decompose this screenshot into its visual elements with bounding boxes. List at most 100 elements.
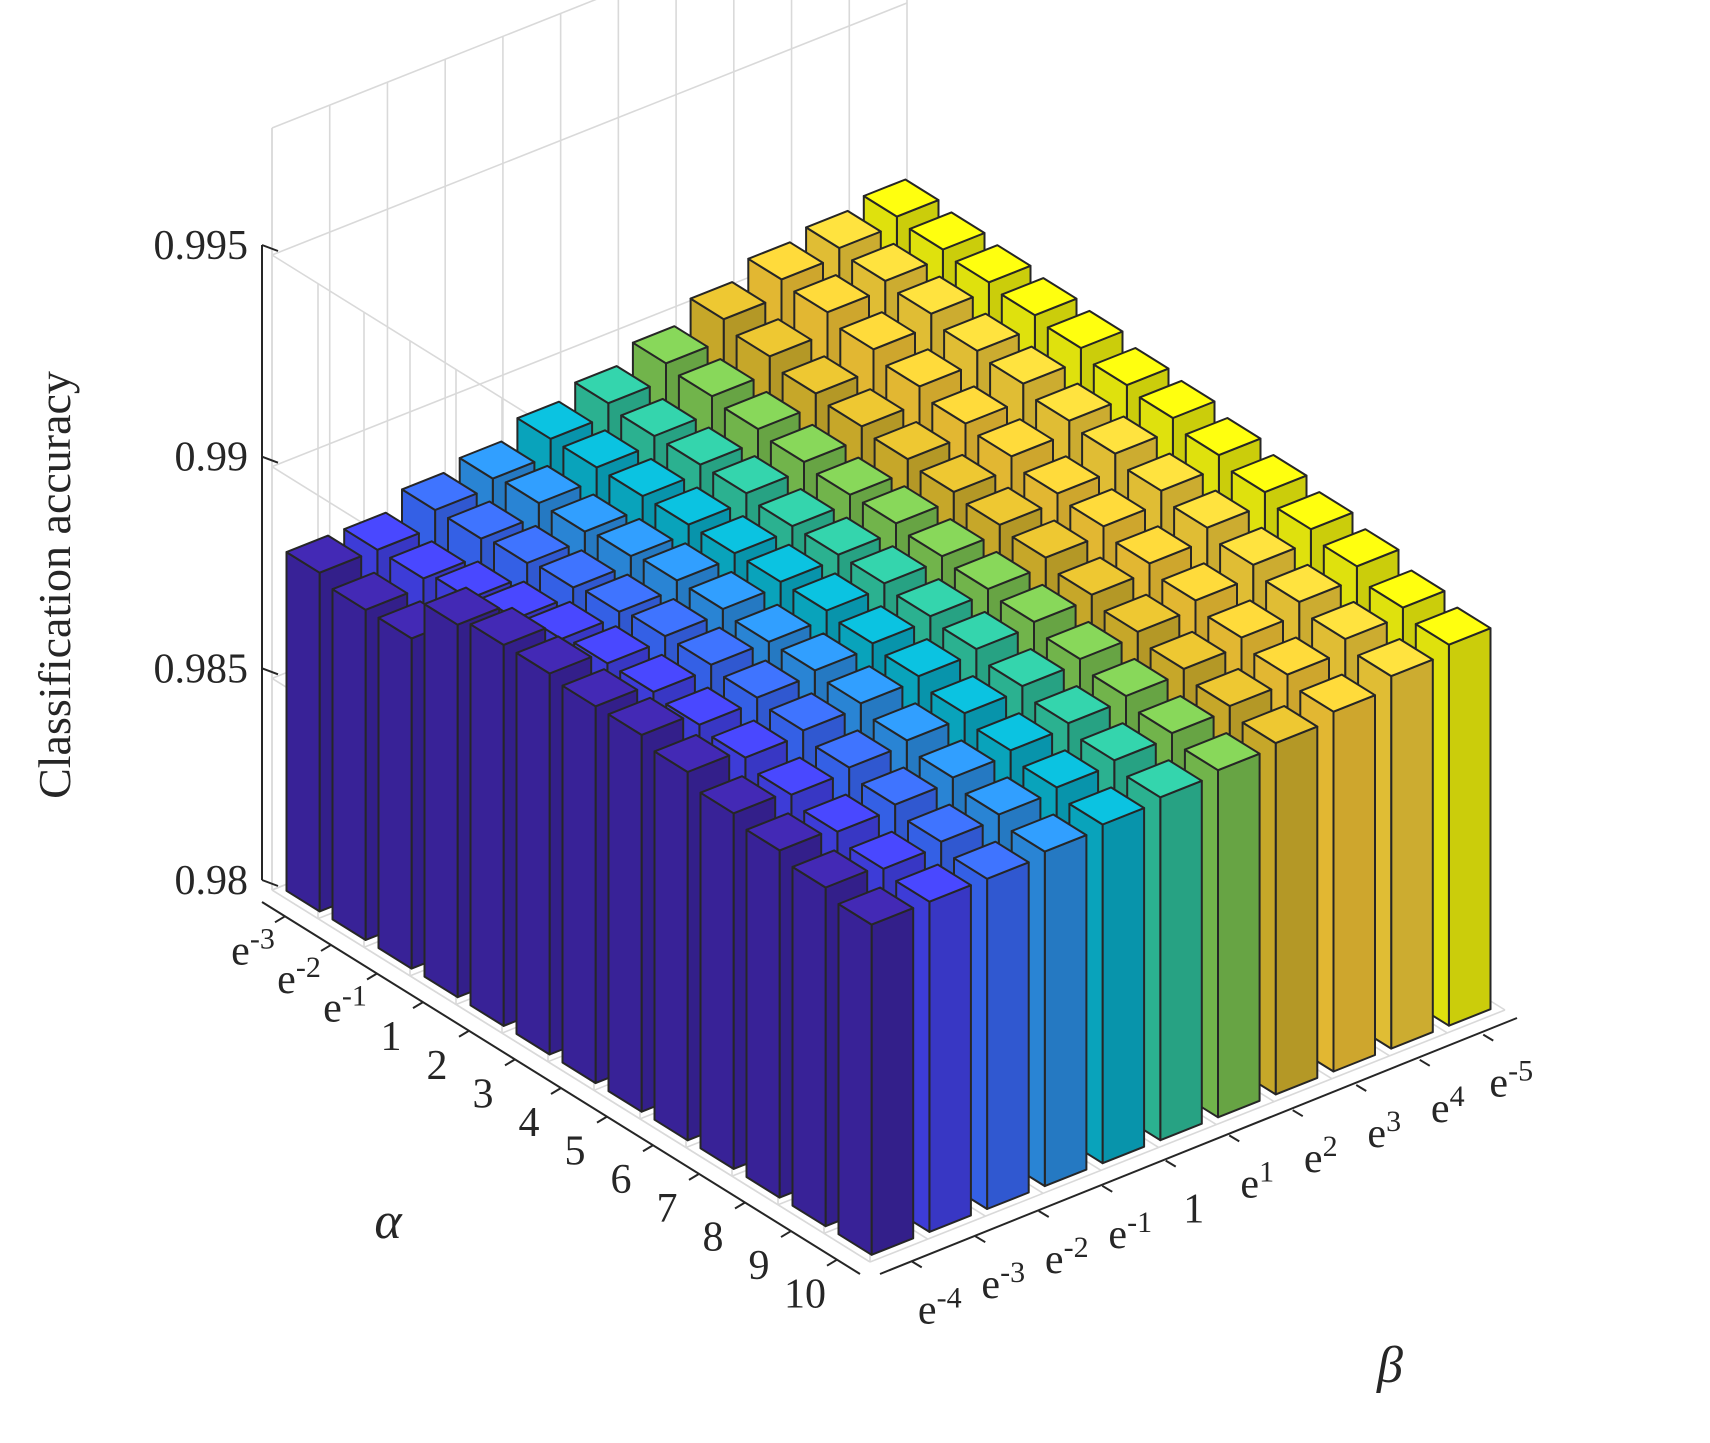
bar [561, 668, 639, 1085]
bar-top-face [711, 719, 788, 759]
bar-top-face [803, 793, 880, 833]
bar-top-face [747, 241, 824, 281]
bar-top-face [1265, 563, 1342, 603]
bar-top-face [758, 488, 835, 528]
alpha-tick-mark [688, 1172, 700, 1181]
alpha-tick-mark [596, 1115, 608, 1124]
bar-top-face [677, 358, 755, 398]
bar-top-face [1276, 491, 1354, 531]
bar-front-face [986, 861, 1030, 1210]
bar-top-face [919, 453, 997, 493]
bar-top-face [447, 500, 524, 540]
alpha-tick-mark [550, 1087, 562, 1095]
bar-top-face [562, 429, 640, 469]
bar-top-face [943, 312, 1020, 352]
alpha-tick-label: 6 [611, 1157, 632, 1203]
bar-top-face [793, 274, 870, 314]
bar-top-face [539, 549, 616, 589]
bar-top-face [746, 543, 824, 583]
bar-top-face [1000, 277, 1078, 317]
z-tick-label: 0.995 [154, 223, 249, 269]
bar-top-face [1069, 488, 1146, 528]
bar-top-face [712, 455, 789, 495]
bar-top-face [815, 729, 892, 769]
bar-top-face [1126, 759, 1203, 799]
bar-top-face [285, 534, 363, 574]
bar-top-face [838, 605, 916, 645]
bar-top-face [642, 542, 720, 582]
bar-top-face [458, 440, 536, 480]
bar-top-face [734, 603, 812, 643]
bar-top-face [516, 400, 594, 440]
bar-top-face [469, 606, 547, 646]
bar-top-face [897, 275, 974, 315]
z-tick-label: 0.985 [154, 646, 249, 692]
bar-top-face [815, 456, 893, 496]
bar-top-face [1230, 454, 1308, 494]
bar-top-face [757, 756, 834, 796]
bar-front-face [1101, 807, 1146, 1165]
bar-front-face [1332, 694, 1376, 1073]
bar-top-face [1137, 695, 1215, 735]
bar-top-face [1115, 525, 1192, 565]
bar-top-face [930, 675, 1008, 715]
bar-side-face [423, 603, 459, 999]
bar-front-face [870, 907, 915, 1256]
bar-top-face [723, 659, 800, 699]
bar-side-face [285, 551, 321, 913]
z-tick-mark [261, 455, 279, 464]
bar-top-face [861, 766, 938, 806]
beta-tick-mark [1482, 1033, 1494, 1042]
bar-top-face [885, 348, 962, 388]
bar-top-face [976, 712, 1054, 752]
bar-top-face [999, 583, 1077, 623]
alpha-tick-label: e-3 [231, 922, 275, 975]
beta-tick-label: e2 [1304, 1130, 1338, 1183]
bar-top-face [837, 886, 915, 926]
bar-top-face [1034, 685, 1111, 725]
bar-top-face [954, 244, 1032, 284]
bar-top-face [769, 423, 847, 463]
bar-top-face [699, 775, 777, 815]
bar-top-face [700, 515, 778, 555]
bar-top-face [1414, 606, 1492, 646]
beta-tick-label: e-4 [918, 1281, 962, 1334]
bar-top-face [1173, 489, 1250, 529]
alpha-tick-label: 1 [381, 1014, 402, 1060]
beta-tick-mark [1292, 1109, 1304, 1118]
bar-side-face [791, 865, 827, 1228]
alpha-tick-label: 5 [565, 1129, 586, 1175]
bar-top-face [989, 345, 1066, 385]
alpha-axis-title: α [374, 1193, 403, 1250]
beta-tick-mark [1165, 1159, 1177, 1168]
bar-top-face [850, 545, 927, 585]
bar-top-face [942, 610, 1019, 650]
z-tick-mark [261, 244, 279, 252]
bar-top-face [1219, 526, 1296, 566]
bar-side-face [331, 588, 367, 941]
bar-top-face [896, 578, 973, 618]
bar-top-face [977, 418, 1054, 458]
bar-top-face [550, 493, 628, 533]
bar-top-face [873, 421, 951, 461]
alpha-tick-mark [734, 1201, 746, 1210]
bar-top-face [805, 209, 882, 249]
bar-top-face [631, 598, 708, 638]
alpha-tick-mark [504, 1058, 516, 1067]
bar-top-face [745, 812, 823, 852]
alpha-tick-label: 8 [703, 1214, 724, 1260]
bar-front-face [1159, 779, 1203, 1142]
bar-top-face [953, 550, 1031, 590]
beta-tick-label: e-1 [1108, 1205, 1152, 1258]
bar-side-face [745, 828, 781, 1199]
bar-front-face [1447, 627, 1492, 1027]
bar-top-face [791, 849, 869, 889]
alpha-tick-label: 2 [427, 1043, 448, 1089]
alpha-tick-mark [274, 915, 286, 924]
bar-top-face [1368, 569, 1446, 609]
beta-tick-mark [1038, 1210, 1050, 1218]
bar-top-face [781, 355, 859, 395]
alpha-tick-mark [320, 944, 332, 952]
beta-tick-label: e-3 [981, 1256, 1025, 1309]
alpha-tick-label: e-1 [323, 979, 367, 1032]
